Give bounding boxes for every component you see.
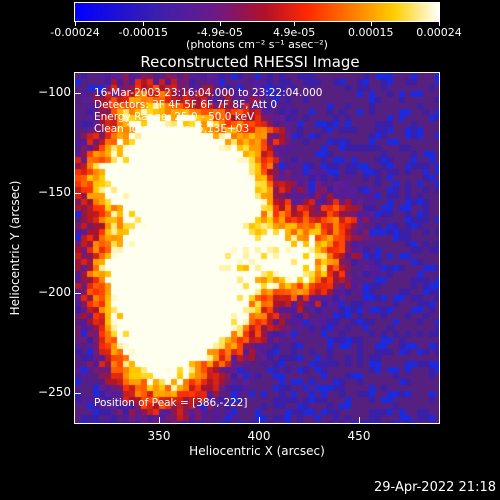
colorbar bbox=[74, 2, 440, 22]
colorbar-tick-label: -0.00015 bbox=[118, 26, 168, 39]
chart-title: Reconstructed RHESSI Image bbox=[140, 53, 360, 71]
y-tick-mark bbox=[75, 93, 81, 94]
colorbar-tick-label: -4.9e-05 bbox=[196, 26, 243, 39]
x-tick-mark bbox=[259, 417, 260, 423]
y-tick-mark bbox=[75, 193, 81, 194]
y-tick-mark bbox=[75, 293, 81, 294]
timestamp: 29-Apr-2022 21:18 bbox=[374, 480, 496, 495]
colorbar-tick-mark bbox=[439, 22, 440, 26]
y-tick-mark bbox=[75, 393, 81, 394]
x-tick-mark bbox=[159, 417, 160, 423]
x-tick-label: 400 bbox=[247, 429, 271, 443]
y-tick-label: −200 bbox=[38, 285, 71, 299]
heatmap-image bbox=[75, 73, 439, 423]
time-range-label: 16-Mar-2003 23:16:04.000 to 23:22:04.000 bbox=[94, 87, 323, 99]
colorbar-tick-label: 0.00024 bbox=[416, 26, 462, 39]
colorbar-tick-mark bbox=[370, 22, 372, 26]
colorbar-unit-label: (photons cm⁻² s⁻¹ asec⁻²) bbox=[186, 38, 328, 51]
x-tick-label: 450 bbox=[347, 429, 371, 443]
energy-range-label: Energy Range: 25.0 - 50.0 keV bbox=[94, 111, 255, 123]
detectors-label: Detectors: 3F 4F 5F 6F 7F 8F, Att 0 bbox=[94, 99, 278, 111]
clean-counts-label: Clean Total counts: 5.13E+03 bbox=[94, 123, 250, 135]
peak-position-label: Position of Peak = [386,-222] bbox=[94, 397, 248, 409]
y-tick-label: −100 bbox=[38, 85, 71, 99]
y-tick-label: −150 bbox=[38, 185, 71, 199]
x-tick-label: 350 bbox=[147, 429, 171, 443]
colorbar-tick-mark bbox=[219, 22, 221, 26]
y-axis-label: Heliocentric Y (arcsec) bbox=[8, 180, 22, 316]
colorbar-tick-mark bbox=[294, 22, 296, 26]
x-tick-mark bbox=[359, 417, 360, 423]
colorbar-tick-label: 0.00015 bbox=[348, 26, 394, 39]
colorbar-tick-label: -0.00024 bbox=[50, 26, 100, 39]
colorbar-tick-mark bbox=[75, 22, 76, 26]
colorbar-tick-mark bbox=[143, 22, 145, 26]
y-tick-label: −250 bbox=[38, 385, 71, 399]
colorbar-tick-label: 4.9e-05 bbox=[273, 26, 316, 39]
x-axis-label: Heliocentric X (arcsec) bbox=[189, 444, 325, 458]
heatmap-plot-area: 16-Mar-2003 23:16:04.000 to 23:22:04.000… bbox=[75, 73, 439, 423]
